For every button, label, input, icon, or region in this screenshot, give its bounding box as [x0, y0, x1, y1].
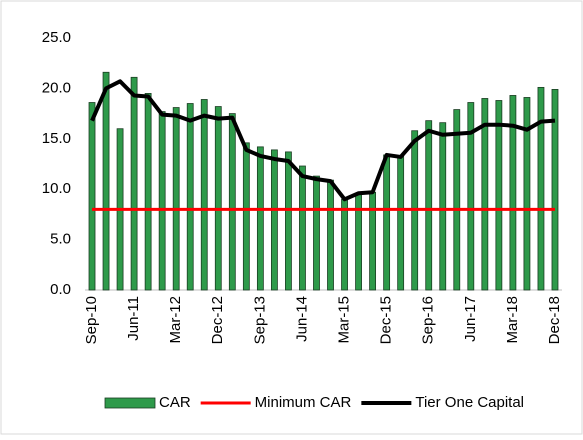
bar	[130, 76, 138, 291]
bar	[228, 113, 236, 291]
bar	[523, 97, 531, 291]
bar	[383, 154, 391, 291]
x-tick-label: Mar-18	[504, 296, 521, 344]
y-tick-label: 10.0	[42, 180, 71, 197]
legend-label: CAR	[159, 394, 191, 411]
bar	[270, 149, 278, 291]
y-tick-label: 0.0	[50, 281, 71, 298]
y-tick-label: 20.0	[42, 79, 71, 96]
bar	[537, 86, 545, 291]
legend-swatch	[104, 397, 156, 409]
bar	[509, 95, 517, 291]
x-tick-label: Jun-11	[125, 296, 142, 341]
x-tick-label: Sep-16	[420, 296, 437, 344]
legend-label: Minimum CAR	[255, 394, 352, 411]
legend-label: Tier One Capital	[415, 394, 524, 411]
bar	[285, 151, 292, 291]
bar	[495, 100, 503, 291]
x-tick-label: Sep-10	[83, 296, 100, 344]
bar	[214, 106, 222, 291]
bar	[453, 109, 461, 291]
bar	[425, 120, 433, 291]
bar	[200, 99, 208, 291]
bar	[369, 191, 377, 291]
bar	[341, 198, 348, 291]
bar	[397, 155, 405, 291]
bar	[88, 102, 96, 291]
bar	[172, 107, 180, 291]
x-tick-label: Jun-14	[293, 296, 310, 342]
bar	[158, 111, 166, 291]
bar	[313, 175, 320, 291]
y-tick-label: 25.0	[42, 29, 71, 46]
x-tick-label: Mar-12	[167, 296, 184, 344]
bar	[186, 103, 194, 291]
bar	[299, 165, 306, 291]
x-tick-label: Jun-17	[462, 296, 479, 342]
bar	[439, 122, 447, 291]
x-tick-label: Dec-18	[546, 296, 563, 344]
x-tick-label: Dec-15	[378, 296, 395, 344]
bar	[102, 71, 110, 291]
x-tick-label: Mar-15	[336, 296, 353, 344]
bar	[467, 102, 475, 291]
y-tick-label: 5.0	[50, 231, 71, 248]
bar	[256, 146, 264, 291]
x-tick-label: Sep-13	[251, 296, 268, 344]
bar	[144, 93, 152, 291]
x-tick-label: Dec-12	[209, 296, 226, 344]
y-tick-label: 15.0	[42, 130, 71, 147]
bar	[242, 142, 250, 291]
bar	[355, 192, 362, 291]
line	[90, 79, 556, 202]
bar	[481, 98, 489, 291]
bar	[327, 179, 334, 291]
bar	[551, 89, 559, 291]
